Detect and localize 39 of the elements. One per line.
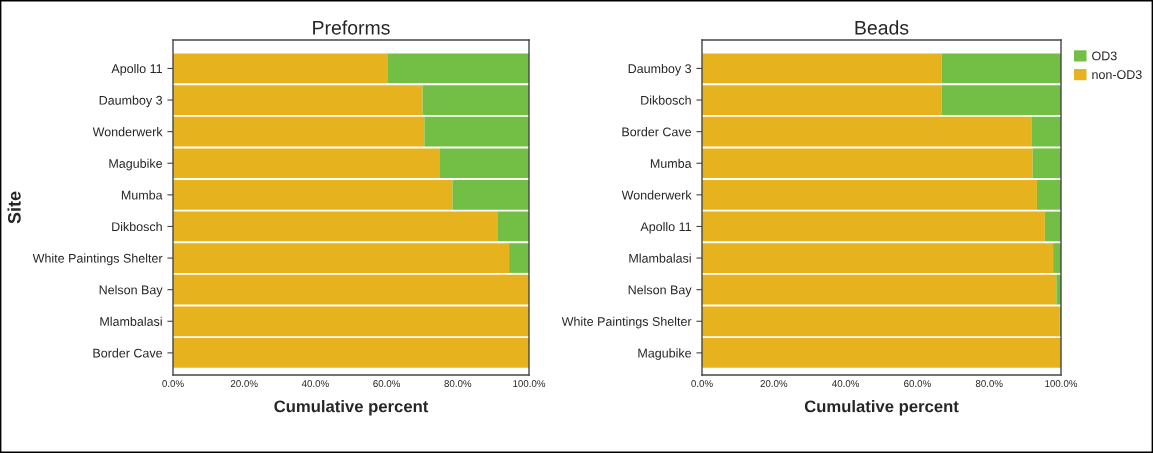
- y-tick-label: Border Cave: [622, 127, 692, 137]
- y-tick-label: Wonderwerk: [92, 127, 163, 137]
- y-tick-label: Apollo 11: [640, 221, 691, 234]
- y-tick-label: Dikbosch: [112, 221, 162, 232]
- chart-title: Beads: [855, 20, 909, 35]
- y-tick-label: Daumboy 3: [99, 95, 163, 108]
- y-tick-label: Border Cave: [93, 348, 163, 358]
- x-tick-label: 100.0%: [1045, 380, 1078, 387]
- x-tick-label: 20.0%: [230, 380, 258, 387]
- x-axis-title: Cumulative percent: [274, 400, 429, 416]
- x-tick-label: 0.0%: [162, 380, 184, 387]
- y-tick-label: Mumba: [121, 190, 163, 200]
- x-tick-label: 60.0%: [373, 380, 401, 387]
- y-tick-label: Nelson Bay: [99, 285, 163, 297]
- x-tick-label: 80.0%: [975, 380, 1003, 387]
- x-tick-label: 0.0%: [691, 380, 713, 387]
- y-tick-label: Mlambalasi: [100, 316, 162, 326]
- y-axis-title: Site: [7, 191, 21, 224]
- y-tick-label: Mumba: [650, 158, 692, 168]
- x-tick-label: 20.0%: [760, 380, 788, 387]
- x-tick-label: 40.0%: [301, 380, 329, 387]
- x-axis-title: Cumulative percent: [804, 400, 959, 416]
- y-tick-label: Magubike: [109, 158, 163, 171]
- y-tick-label: Magubike: [638, 348, 692, 360]
- y-tick-label: White Paintings Shelter: [32, 253, 163, 266]
- y-tick-label: Daumboy 3: [628, 63, 692, 76]
- x-tick-label: 80.0%: [444, 380, 472, 387]
- x-tick-label: 60.0%: [904, 380, 931, 387]
- x-tick-label: 40.0%: [832, 380, 860, 387]
- y-tick-label: Dikbosch: [641, 95, 691, 105]
- chart-title: Preforms: [313, 20, 390, 35]
- y-tick-label: Apollo 11: [111, 63, 162, 76]
- y-tick-label: Mlambalasi: [629, 253, 691, 263]
- y-tick-label: Nelson Bay: [628, 285, 692, 297]
- legend-label: OD3: [1092, 51, 1117, 61]
- x-tick-label: 100.0%: [513, 380, 546, 387]
- legend-label: non-OD3: [1092, 70, 1142, 80]
- y-tick-label: White Paintings Shelter: [561, 316, 692, 329]
- y-tick-label: Wonderwerk: [621, 190, 692, 200]
